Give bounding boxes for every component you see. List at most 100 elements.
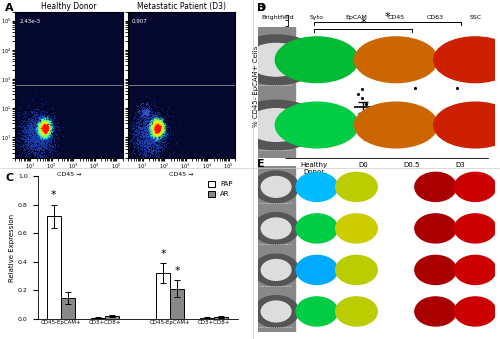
Point — [142, 132, 150, 137]
Point — [154, 125, 162, 131]
Point — [144, 110, 152, 115]
Point — [23, 142, 31, 148]
Point — [146, 122, 154, 127]
Point — [143, 132, 151, 138]
Point — [149, 132, 157, 137]
Point — [43, 125, 51, 131]
Point — [34, 136, 42, 141]
Point — [130, 115, 138, 121]
Point — [28, 127, 36, 133]
Point — [36, 119, 44, 124]
Point — [46, 126, 54, 131]
Point — [152, 127, 160, 133]
Point — [155, 133, 163, 139]
Point — [153, 125, 161, 131]
Point — [358, 95, 366, 100]
Point — [42, 128, 50, 134]
Point — [39, 125, 47, 131]
Point — [154, 122, 162, 127]
Point — [40, 124, 48, 130]
Point — [158, 126, 166, 132]
Point — [139, 132, 147, 137]
Point — [32, 128, 40, 133]
Point — [37, 131, 45, 137]
Point — [40, 130, 48, 136]
Point — [22, 152, 30, 157]
Point — [40, 127, 48, 133]
Point — [40, 130, 48, 136]
Circle shape — [296, 297, 338, 326]
Point — [40, 126, 48, 132]
Point — [43, 128, 51, 133]
Point — [26, 143, 34, 148]
Point — [36, 138, 44, 143]
Point — [28, 131, 36, 137]
Point — [44, 125, 52, 130]
Point — [26, 123, 34, 128]
Point — [46, 119, 54, 125]
Point — [143, 137, 151, 142]
Point — [146, 132, 154, 137]
Point — [154, 127, 162, 132]
Point — [132, 123, 140, 129]
Point — [42, 131, 50, 136]
Point — [150, 137, 158, 142]
Point — [154, 134, 162, 140]
Point — [136, 147, 143, 153]
Point — [38, 128, 46, 134]
Point — [38, 125, 46, 131]
Point — [28, 136, 36, 141]
Point — [150, 126, 158, 132]
Point — [154, 128, 162, 134]
Point — [156, 138, 164, 144]
Point — [40, 136, 48, 141]
Point — [154, 130, 162, 135]
Point — [165, 124, 173, 129]
Point — [142, 112, 150, 117]
Point — [155, 131, 163, 136]
Point — [149, 124, 157, 129]
Point — [149, 127, 157, 132]
Point — [32, 125, 40, 130]
Point — [42, 129, 50, 135]
Point — [148, 128, 156, 134]
Point — [20, 137, 28, 142]
Point — [39, 129, 47, 135]
Point — [40, 131, 48, 136]
Point — [152, 132, 160, 137]
Point — [28, 121, 36, 126]
Point — [44, 126, 52, 132]
Point — [154, 112, 162, 118]
Point — [41, 119, 49, 124]
Point — [32, 115, 40, 120]
Point — [38, 121, 46, 127]
Point — [154, 121, 162, 126]
Point — [42, 121, 50, 127]
Point — [150, 125, 158, 130]
Point — [158, 121, 166, 126]
Point — [155, 127, 163, 133]
Point — [46, 125, 54, 130]
Point — [41, 129, 49, 135]
Point — [40, 126, 48, 132]
Point — [40, 133, 48, 139]
Point — [40, 123, 48, 129]
Point — [156, 133, 164, 139]
Point — [38, 125, 46, 131]
Point — [149, 129, 157, 134]
Point — [150, 127, 158, 132]
Point — [42, 127, 50, 132]
Point — [36, 130, 44, 136]
Point — [156, 127, 164, 132]
Point — [152, 127, 160, 133]
Point — [24, 134, 32, 140]
Point — [152, 126, 160, 132]
Point — [157, 131, 165, 136]
Point — [155, 125, 163, 131]
Point — [154, 124, 162, 129]
Point — [40, 121, 48, 126]
Point — [38, 132, 46, 138]
Point — [141, 146, 149, 152]
Point — [46, 146, 54, 152]
Point — [138, 121, 146, 127]
